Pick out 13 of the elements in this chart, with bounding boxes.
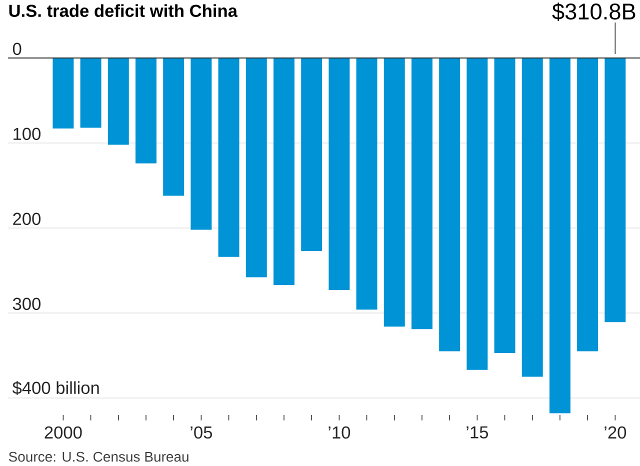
source-note: Source: U.S. Census Bureau — [8, 452, 188, 462]
chart-title: U.S. trade deficit with China — [9, 4, 238, 17]
y-tick-label: $400 billion — [12, 381, 99, 396]
x-tick-label: ’10 — [328, 426, 350, 439]
x-tick-label: ’20 — [604, 426, 626, 439]
y-tick-label: 200 — [13, 212, 41, 226]
x-tick-label: ’15 — [466, 426, 488, 438]
x-tick-label: 2000 — [44, 426, 82, 439]
y-tick-label: 100 — [14, 128, 41, 140]
y-tick-label: 300 — [12, 298, 41, 310]
y-tick-label: 0 — [12, 42, 22, 56]
x-tick-label: ’05 — [190, 426, 212, 439]
text: $310.8B — [552, 2, 636, 21]
